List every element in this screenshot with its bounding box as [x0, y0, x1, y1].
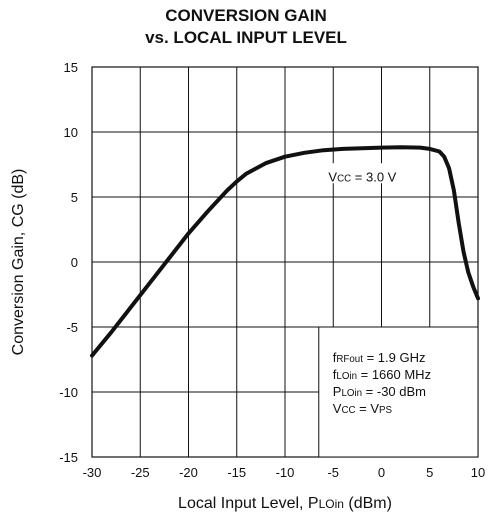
x-tick-label: -25	[131, 465, 150, 480]
x-tick-label: 5	[426, 465, 433, 480]
y-tick-label: -15	[59, 450, 78, 465]
y-tick-label: 0	[71, 255, 78, 270]
series-line	[90, 145, 480, 358]
x-tick-label: -20	[179, 465, 198, 480]
y-tick-label: -5	[66, 320, 78, 335]
x-tick-label: -10	[276, 465, 295, 480]
axis-labels: Local Input Level, PLOin (dBm) Conversion…	[10, 169, 392, 512]
y-tick-label: 5	[71, 190, 78, 205]
y-tick-label: 15	[64, 60, 78, 75]
y-tick-label: 10	[64, 125, 78, 140]
y-tick-labels: 15 10 5 0 -5 -10 -15	[59, 60, 78, 465]
annotations: VCC = 3.0 V	[325, 163, 400, 184]
condition-line: PLOin = -30 dBm	[333, 384, 426, 399]
chart-title-line-2: vs. LOCAL INPUT LEVEL	[145, 28, 347, 47]
condition-line: fRFout = 1.9 GHz	[333, 350, 426, 365]
conditions-legend: fRFout = 1.9 GHz fLOin = 1660 MHz PLOin = …	[318, 326, 479, 458]
y-tick-label: -10	[59, 385, 78, 400]
x-tick-label: -15	[227, 465, 246, 480]
x-tick-labels: -30 -25 -20 -15 -10 -5 0 5 10	[83, 465, 486, 480]
vcc-label-bg	[325, 163, 400, 184]
x-tick-label: -30	[83, 465, 102, 480]
conditions-box	[318, 326, 479, 458]
condition-line: VCC = VPS	[333, 401, 393, 416]
x-tick-label: 0	[378, 465, 385, 480]
x-tick-label: 10	[471, 465, 485, 480]
y-axis-label: Conversion Gain, CG (dB)	[10, 169, 27, 356]
x-axis-label: Local Input Level, PLOin (dBm)	[178, 495, 392, 512]
condition-line: fLOin = 1660 MHz	[333, 367, 431, 382]
chart-title-line-1: CONVERSION GAIN	[165, 6, 327, 25]
x-tick-label: -5	[327, 465, 339, 480]
vcc-label: VCC = 3.0 V	[328, 169, 396, 184]
series	[90, 145, 480, 358]
